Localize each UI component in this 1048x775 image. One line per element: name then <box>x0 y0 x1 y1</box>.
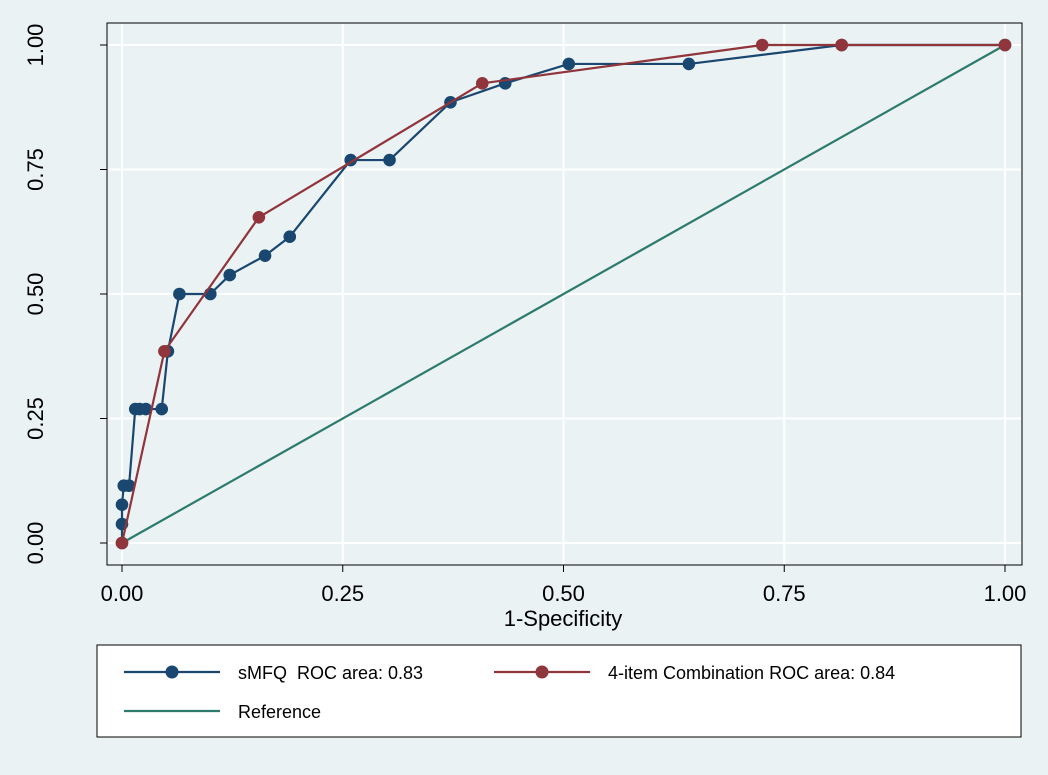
series-line-reference <box>121 44 1006 544</box>
y-tick-label: 0.00 <box>23 522 48 565</box>
data-point-smfq-roc-area-0-83 <box>383 153 396 167</box>
x-axis-label: 1-Specificity <box>504 606 623 631</box>
x-tick-label: 1.00 <box>984 581 1027 606</box>
legend-box <box>96 644 1022 738</box>
data-point-smfq-roc-area-0-83 <box>122 479 136 493</box>
data-point-4-item-combination-roc-area-0-84 <box>158 344 171 358</box>
data-point-4-item-combination-roc-area-0-84 <box>755 38 769 52</box>
data-point-smfq-roc-area-0-83 <box>223 268 237 282</box>
x-tick-label: 0.50 <box>542 581 585 606</box>
legend-label-reference: Reference <box>238 702 321 722</box>
legend-label-4-item-combination-roc-area-0-84: 4-item Combination ROC area: 0.84 <box>608 663 895 683</box>
data-point-smfq-roc-area-0-83 <box>115 498 129 511</box>
data-point-4-item-combination-roc-area-0-84 <box>115 536 129 550</box>
legend: sMFQ ROC area: 0.83 4-item Combination RO… <box>124 663 895 722</box>
legend-marker-smfq-roc-area-0-83 <box>165 665 179 679</box>
y-tick-label: 0.25 <box>23 397 48 440</box>
y-axis: 0.00 0.25 0.50 0.75 1.00 <box>23 24 107 565</box>
data-point-smfq-roc-area-0-83 <box>283 230 297 244</box>
data-point-4-item-combination-roc-area-0-84 <box>998 38 1012 52</box>
data-point-smfq-roc-area-0-83 <box>682 57 696 71</box>
x-tick-label: 0.00 <box>101 581 144 606</box>
y-tick-label: 0.50 <box>23 273 48 316</box>
data-point-4-item-combination-roc-area-0-84 <box>475 77 489 90</box>
data-point-smfq-roc-area-0-83 <box>155 402 169 416</box>
series-layer <box>115 38 1012 550</box>
data-point-4-item-combination-roc-area-0-84 <box>252 211 266 224</box>
data-point-smfq-roc-area-0-83 <box>258 249 272 262</box>
data-point-4-item-combination-roc-area-0-84 <box>835 38 848 52</box>
data-point-smfq-roc-area-0-83 <box>173 287 186 301</box>
x-tick-label: 0.25 <box>321 581 364 606</box>
data-point-smfq-roc-area-0-83 <box>562 57 576 71</box>
gridlines <box>108 24 1021 564</box>
y-tick-label: 1.00 <box>23 24 48 67</box>
legend-label-smfq-roc-area-0-83: sMFQ ROC area: 0.83 <box>238 663 423 683</box>
y-tick-label: 0.75 <box>23 148 48 191</box>
x-axis: 0.00 0.25 0.50 0.75 1.00 <box>101 565 1027 606</box>
x-tick-label: 0.75 <box>763 581 806 606</box>
data-point-smfq-roc-area-0-83 <box>139 402 153 416</box>
legend-marker-4-item-combination-roc-area-0-84 <box>535 665 549 679</box>
